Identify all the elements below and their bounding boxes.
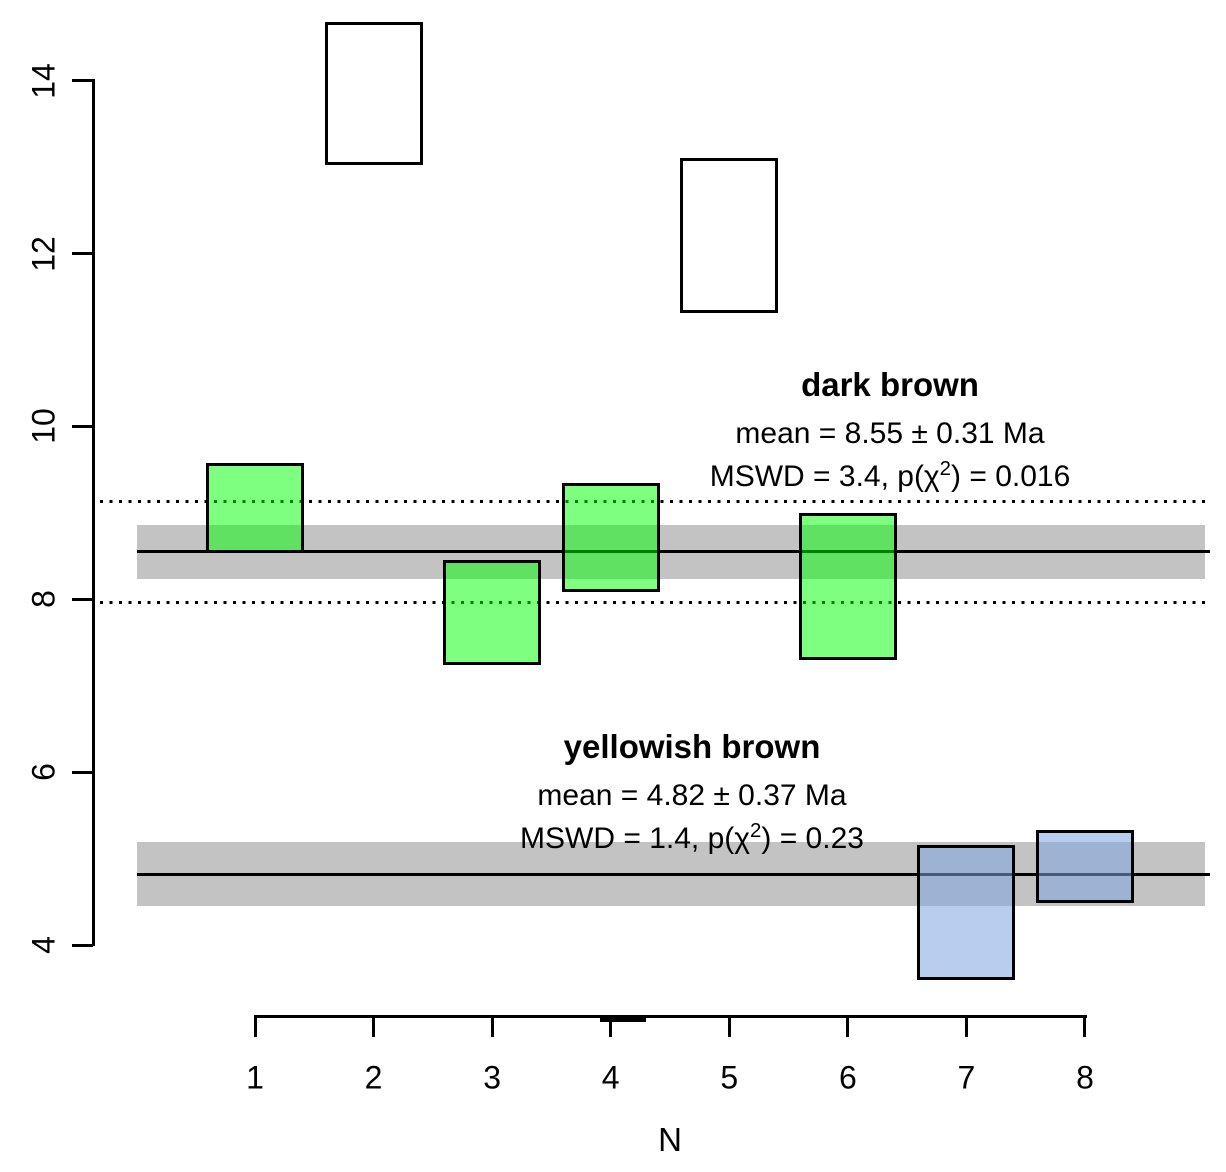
group-mean-label-yellowish-brown: mean = 4.82 ± 0.37 Ma bbox=[537, 778, 847, 812]
y-tick-label: 6 bbox=[25, 763, 62, 782]
group-title-dark-brown: dark brown bbox=[801, 366, 979, 403]
y-tick-label: 12 bbox=[25, 235, 62, 272]
x-axis-tick bbox=[846, 1016, 850, 1037]
sample-box-4 bbox=[561, 483, 660, 593]
axis-stray-mark bbox=[600, 1018, 646, 1022]
mean-line-yellowish-brown bbox=[137, 872, 1210, 876]
sample-box-5 bbox=[680, 157, 779, 314]
sample-box-1 bbox=[206, 462, 304, 554]
group-mswd-label-yellowish-brown: MSWD = 1.4, p(χ2) = 0.23 bbox=[520, 820, 864, 856]
y-axis-line bbox=[92, 79, 95, 946]
sample-box-2 bbox=[324, 21, 423, 166]
group-mswd-label-dark-brown: MSWD = 3.4, p(χ2) = 0.016 bbox=[709, 458, 1071, 494]
x-axis-tick bbox=[727, 1016, 731, 1037]
x-axis-tick bbox=[964, 1016, 968, 1037]
y-axis-tick bbox=[72, 597, 93, 601]
y-axis-tick bbox=[72, 943, 93, 947]
y-tick-label: 14 bbox=[25, 62, 62, 99]
x-tick-label: 5 bbox=[720, 1059, 739, 1096]
sample-box-8 bbox=[1035, 830, 1134, 903]
group-annotation-dark-brown: dark brown mean = 8.55 ± 0.31 Ma MSWD = … bbox=[710, 362, 1071, 499]
x-axis-tick bbox=[253, 1016, 257, 1037]
y-axis-tick bbox=[72, 79, 93, 83]
x-tick-label: 3 bbox=[483, 1059, 502, 1096]
group-annotation-yellowish-brown: yellowish brown mean = 4.82 ± 0.37 Ma MS… bbox=[520, 724, 864, 861]
y-axis-tick bbox=[72, 252, 93, 256]
group-title-yellowish-brown: yellowish brown bbox=[563, 728, 821, 765]
x-tick-label: 7 bbox=[957, 1059, 976, 1096]
x-tick-label: 2 bbox=[364, 1059, 383, 1096]
y-tick-label: 10 bbox=[25, 408, 62, 445]
y-tick-label: 4 bbox=[25, 936, 62, 954]
sample-box-6 bbox=[798, 512, 897, 660]
x-axis-line bbox=[253, 1015, 1087, 1018]
sample-box-3 bbox=[443, 560, 542, 665]
group-mean-label-dark-brown: mean = 8.55 ± 0.31 Ma bbox=[735, 416, 1045, 450]
x-axis-tick bbox=[490, 1016, 494, 1037]
x-axis-tick bbox=[372, 1016, 376, 1037]
x-tick-label: 8 bbox=[1076, 1059, 1094, 1096]
y-tick-label: 8 bbox=[25, 590, 62, 609]
x-tick-label: 4 bbox=[601, 1059, 620, 1096]
mean-line-dark-brown bbox=[137, 550, 1210, 554]
y-axis-tick bbox=[72, 424, 93, 428]
x-axis-tick bbox=[1083, 1016, 1087, 1037]
sample-box-7 bbox=[917, 844, 1016, 980]
x-axis-title: N bbox=[658, 1121, 682, 1158]
x-axis-tick bbox=[609, 1016, 613, 1037]
dispersion-line-dark-brown bbox=[100, 601, 1210, 605]
x-tick-label: 1 bbox=[246, 1059, 264, 1096]
x-tick-label: 6 bbox=[838, 1059, 857, 1096]
y-axis-tick bbox=[72, 770, 93, 774]
